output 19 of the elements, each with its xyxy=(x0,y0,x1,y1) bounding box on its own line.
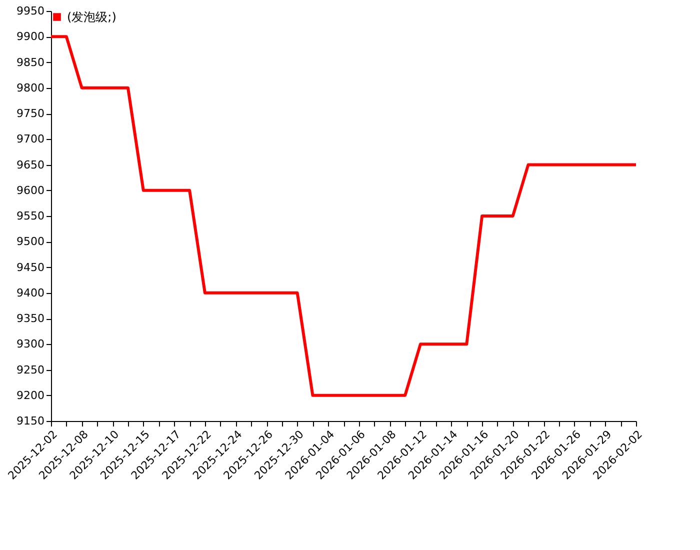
y-tick-label: 9750 xyxy=(16,107,44,120)
y-tick-label: 9850 xyxy=(16,56,44,69)
y-tick-label: 9650 xyxy=(16,158,44,172)
y-tick-label: 9300 xyxy=(16,338,44,351)
y-tick-label: 9550 xyxy=(16,210,44,222)
y-tick-label: 9150 xyxy=(16,414,44,428)
y-tick-label: 9250 xyxy=(16,363,44,376)
y-tick-label: 9350 xyxy=(16,312,44,325)
y-tick-label: 9200 xyxy=(16,388,44,402)
y-tick-label: 9450 xyxy=(16,260,44,274)
y-tick-label: 9500 xyxy=(16,235,44,248)
y-tick-label: 9800 xyxy=(16,81,44,94)
y-tick-label: 9400 xyxy=(16,286,44,300)
y-tick-label: 9950 xyxy=(16,4,44,18)
y-tick-label: 9700 xyxy=(16,132,44,146)
y-tick-label: 9600 xyxy=(16,184,44,197)
line-series xyxy=(50,35,638,397)
y-tick-label: 9900 xyxy=(16,30,44,44)
legend-label: (发泡级;) xyxy=(67,10,116,24)
